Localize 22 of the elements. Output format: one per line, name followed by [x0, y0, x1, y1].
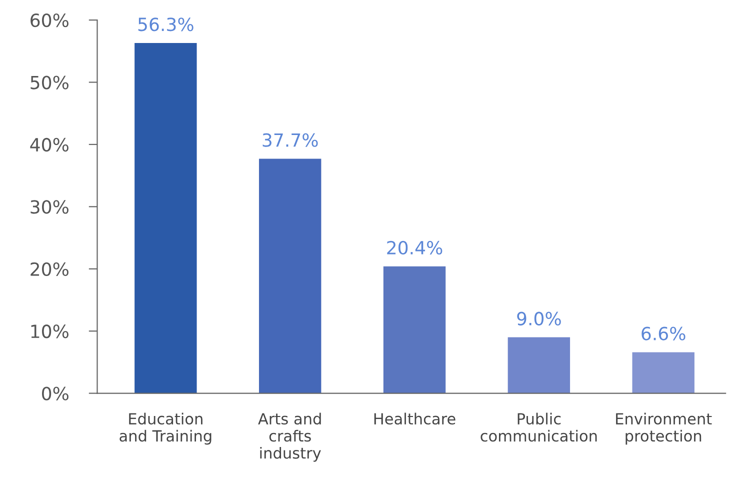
bar	[383, 266, 446, 394]
data-label: 6.6%	[642, 326, 686, 340]
y-tick-label: 10%	[31, 324, 68, 338]
x-tick-label: Education and Training	[120, 412, 212, 445]
bar	[508, 337, 570, 394]
data-label: 56.3%	[138, 18, 194, 32]
y-tick-label: 60%	[30, 14, 68, 28]
x-tick-label: Public communication	[480, 412, 597, 442]
bar	[258, 158, 322, 394]
data-label: 20.4%	[387, 240, 442, 255]
data-label: 9.0%	[517, 312, 561, 326]
y-tick-label: 50%	[30, 76, 68, 90]
y-tick-label: 0%	[42, 386, 68, 400]
x-tick-label: Environment protection	[616, 412, 712, 445]
x-tick-label: Arts and crafts industry	[258, 412, 321, 462]
y-tick-label: 40%	[30, 138, 68, 152]
y-tick-label: 20%	[30, 262, 68, 276]
bar	[134, 43, 197, 394]
data-label: 37.7%	[262, 133, 318, 147]
y-tick-label: 30%	[30, 200, 68, 214]
x-tick-label: Healthcare	[374, 412, 456, 425]
bar	[632, 352, 694, 394]
